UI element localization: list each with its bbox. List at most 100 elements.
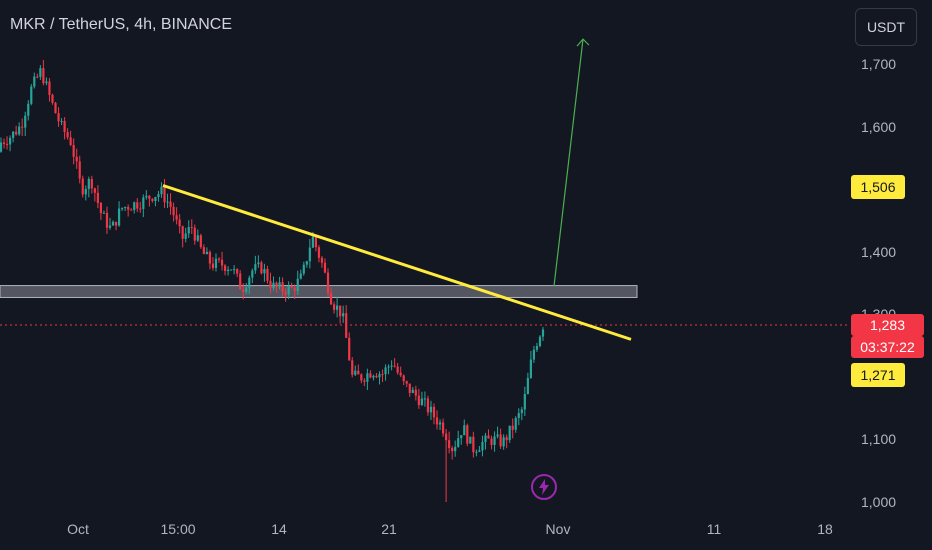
last-price-tag: 1,283 — [851, 314, 924, 336]
candle-body — [369, 373, 372, 378]
candle-body — [45, 81, 48, 84]
candle-body — [84, 188, 87, 195]
candle-body — [305, 261, 308, 265]
candle-body — [393, 365, 396, 367]
candle-body — [405, 381, 408, 384]
candle-body — [475, 451, 478, 453]
candle-body — [111, 221, 115, 226]
candle-body — [520, 409, 523, 414]
candle-body — [184, 233, 187, 239]
candle-body — [160, 186, 163, 195]
candle-body — [438, 422, 442, 425]
candle-body — [254, 264, 257, 271]
candle-body — [375, 375, 378, 378]
candle-body — [332, 304, 336, 310]
candle-body — [517, 413, 520, 419]
candle-body — [469, 436, 472, 444]
candle-body — [233, 269, 236, 271]
candle-body — [15, 131, 18, 135]
candle-body — [18, 126, 21, 135]
candle-body — [381, 374, 384, 376]
candle-body — [81, 178, 84, 195]
trendline — [162, 184, 632, 341]
candle-body — [460, 435, 463, 439]
candle-body — [242, 289, 245, 292]
candle-body — [287, 285, 290, 295]
candle-body — [423, 398, 427, 400]
candle-body — [290, 285, 293, 288]
candle-body — [284, 291, 287, 295]
candle-body — [257, 262, 260, 265]
candle-body — [523, 394, 526, 410]
y-tick-label: 1,400 — [861, 243, 897, 260]
candle-body — [93, 188, 96, 193]
candle-body — [145, 195, 148, 198]
candle-body — [245, 287, 248, 292]
candle-body — [299, 273, 302, 279]
x-tick-label: 15:00 — [160, 521, 196, 537]
candle-body — [529, 359, 532, 378]
symbol-title: MKR / TetherUS, 4h, BINANCE — [10, 16, 232, 33]
candle-body — [136, 202, 139, 209]
candle-body — [448, 440, 451, 448]
candle-body — [54, 102, 57, 114]
candle-body — [387, 366, 390, 368]
candle-body — [326, 272, 330, 293]
candle-body — [169, 201, 172, 207]
horizontal-zone — [0, 285, 638, 298]
candle-body — [263, 268, 266, 274]
candle-body — [72, 144, 75, 157]
candle-body — [187, 227, 190, 234]
candle-body — [24, 115, 27, 128]
candle-body — [260, 262, 263, 274]
candle-body — [541, 329, 545, 337]
candle-body — [432, 406, 436, 418]
candle-body — [354, 370, 357, 375]
candle-body — [514, 418, 517, 430]
candle-body — [435, 417, 439, 425]
candle-body — [248, 277, 251, 288]
candle-body — [487, 435, 490, 439]
candle-body — [345, 313, 348, 338]
candle-body — [466, 425, 469, 444]
candle-body — [87, 178, 90, 189]
candle-body — [451, 447, 454, 452]
currency-button[interactable]: USDT — [855, 8, 917, 46]
candle-body — [214, 258, 218, 268]
lightning-icon[interactable] — [531, 474, 557, 500]
candle-body — [193, 227, 196, 241]
candle-body — [396, 366, 399, 373]
candle-body — [339, 305, 342, 317]
candle-body — [399, 372, 402, 376]
candle-body — [314, 236, 318, 248]
candle-body — [36, 76, 39, 78]
breakout-arrow — [553, 39, 584, 287]
candle-body — [429, 406, 433, 413]
candle-body — [532, 349, 536, 360]
y-tick-label: 1,700 — [861, 56, 897, 73]
candle-body — [223, 265, 227, 272]
candle-body — [8, 137, 12, 145]
candle-body — [105, 212, 109, 228]
candle-body — [493, 436, 496, 445]
candle-body — [417, 395, 420, 406]
candle-body — [378, 374, 381, 378]
candle-body — [211, 263, 215, 268]
candle-body — [426, 398, 430, 413]
y-tick-label: 1,100 — [861, 431, 897, 448]
candle-body — [102, 212, 106, 214]
candle-body — [420, 398, 423, 406]
candle-body — [63, 120, 66, 132]
candle-body — [148, 195, 151, 199]
candle-body — [526, 377, 529, 395]
candle-body — [127, 207, 130, 210]
candle-body — [133, 202, 136, 210]
candle-body — [202, 247, 205, 255]
countdown-tag: 03:37:22 — [851, 336, 924, 358]
candle-body — [508, 425, 511, 441]
candle-body — [445, 433, 448, 441]
x-tick-label: Nov — [545, 521, 571, 537]
candle-body — [296, 278, 299, 291]
candle-body — [411, 389, 414, 393]
